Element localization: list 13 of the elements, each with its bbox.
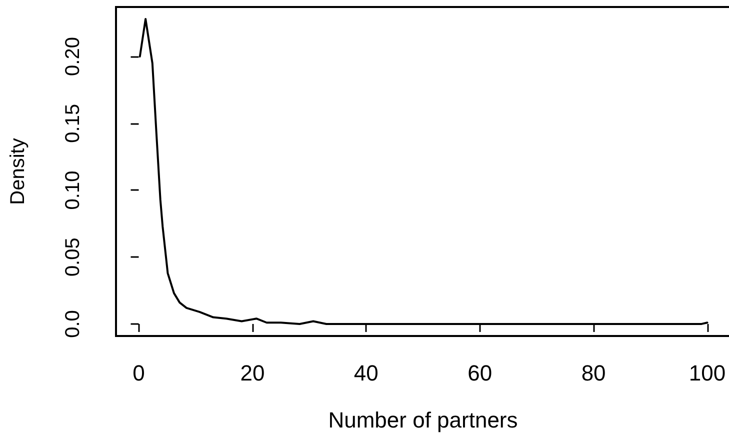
y-tick-label: 0.10 [62,170,84,210]
x-tick-label: 60 [468,360,492,386]
x-tick-label: 100 [688,360,726,386]
y-tick-label: 0.05 [62,238,84,277]
x-tick-label: 0 [132,360,145,386]
x-tick-label: 20 [240,360,265,386]
x-tick-label: 80 [581,360,606,386]
y-tick-label: 0.0 [62,310,84,338]
x-axis-title: Number of partners [328,408,518,432]
x-tick-label: 40 [354,360,378,386]
y-axis-title: Density [7,138,29,205]
y-tick-label: 0.20 [62,37,84,76]
y-tick-label: 0.15 [62,104,84,143]
